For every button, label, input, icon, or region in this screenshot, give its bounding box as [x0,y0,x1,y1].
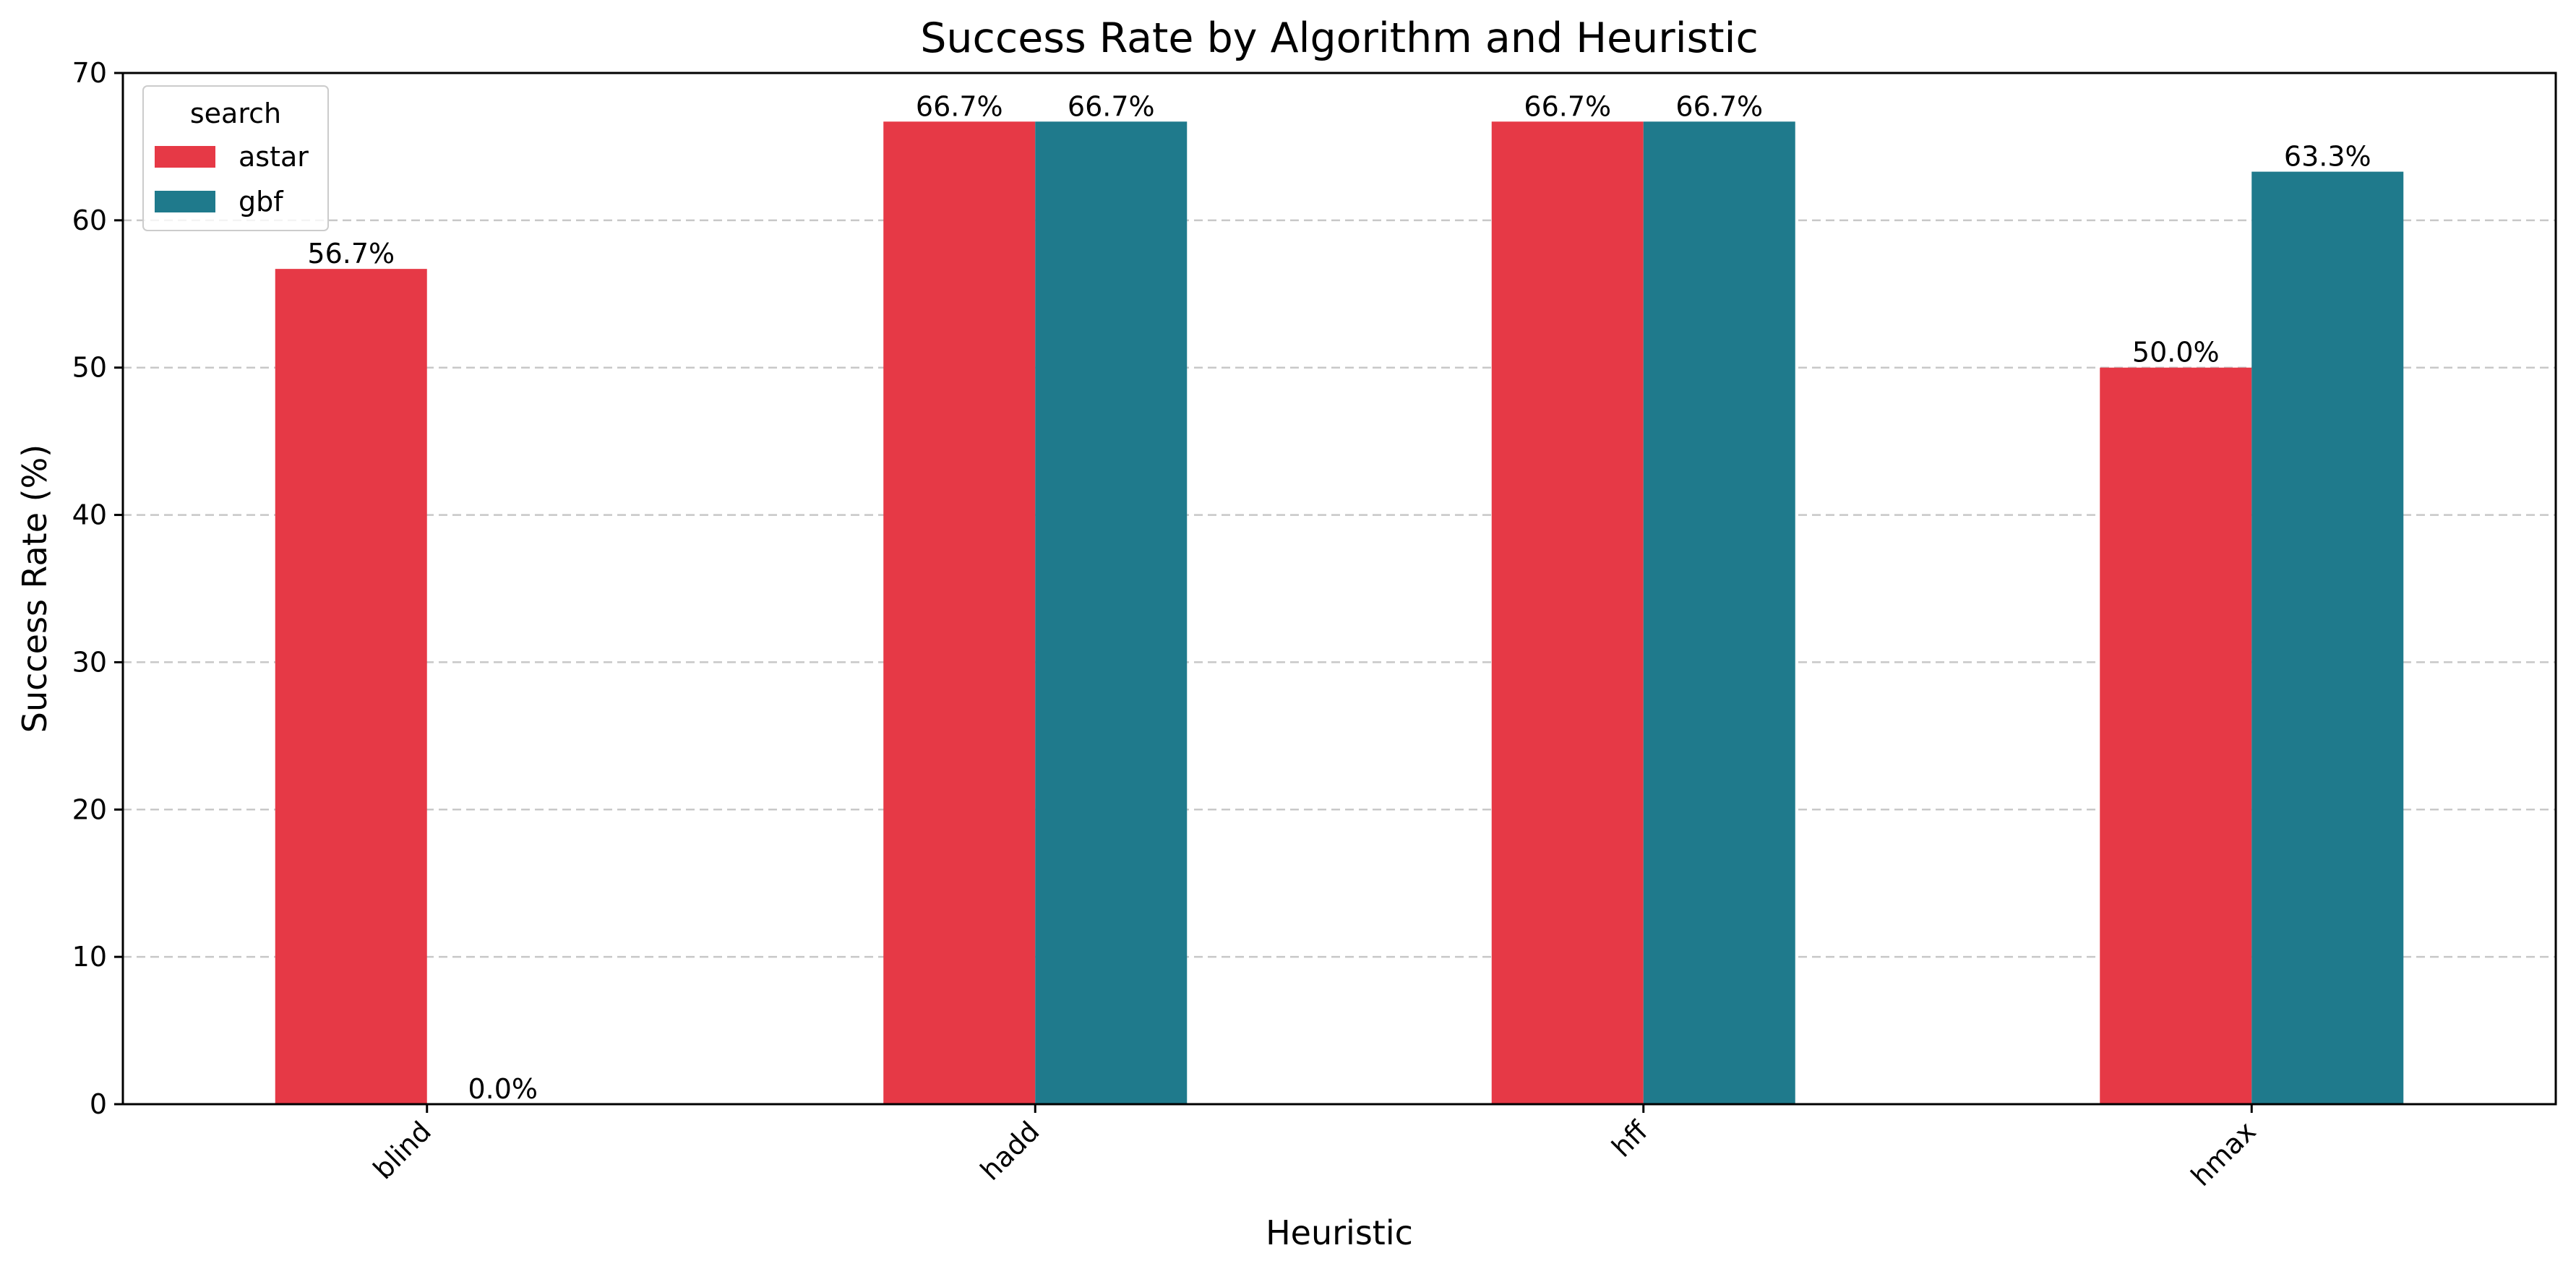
bar-astar-hff [1491,121,1644,1105]
x-tick-label-hff: hff [1605,1115,1654,1163]
legend-label-astar: astar [239,141,309,173]
y-tick-label: 50 [72,352,107,384]
y-tick-label: 0 [90,1088,107,1120]
y-tick-label: 20 [72,793,107,825]
data-label-astar-hmax: 50.0% [2132,337,2220,369]
data-label-gbf-hadd: 66.7% [1068,90,1155,122]
bar-astar-blind [275,269,427,1104]
y-tick-label: 70 [72,57,107,89]
bar-gbf-hff [1643,121,1795,1105]
x-tick-label-hmax: hmax [2185,1115,2262,1192]
legend-title: search [190,98,281,129]
x-axis-label: Heuristic [1266,1213,1413,1252]
legend-items: astar gbf [155,141,309,218]
x-tick-label-blind: blind [367,1115,437,1185]
bar-gbf-hmax [2251,171,2404,1105]
data-label-gbf-hmax: 63.3% [2284,141,2371,173]
bar-astar-hadd [883,121,1036,1105]
legend: search astar gbf [142,85,329,231]
chart-title: Success Rate by Algorithm and Heuristic [920,14,1759,62]
data-label-astar-blind: 56.7% [307,238,395,270]
x-tick-label-hadd: hadd [974,1115,1046,1187]
bars [275,121,2404,1105]
y-tick-label: 40 [72,499,107,531]
y-axis-label: Success Rate (%) [15,444,54,733]
bar-gbf-hadd [1035,121,1188,1105]
data-label-gbf-blind: 0.0% [468,1073,538,1105]
plot-frame [121,72,2557,1106]
data-label-astar-hff: 66.7% [1524,90,1611,122]
legend-swatch-astar [155,146,215,168]
data-labels: 56.7% 0.0% 66.7% 66.7% 66.7% 66.7% 50.0% 63.3% [307,90,2371,1105]
y-tick-label: 60 [72,205,107,236]
bar-astar-hmax [2100,367,2252,1104]
data-label-gbf-hff: 66.7% [1675,90,1763,122]
y-tick-label: 10 [72,941,107,973]
y-tick-label: 30 [72,646,107,678]
legend-swatch-gbf [155,191,215,212]
data-label-astar-hadd: 66.7% [916,90,1003,122]
legend-label-gbf: gbf [239,186,284,218]
